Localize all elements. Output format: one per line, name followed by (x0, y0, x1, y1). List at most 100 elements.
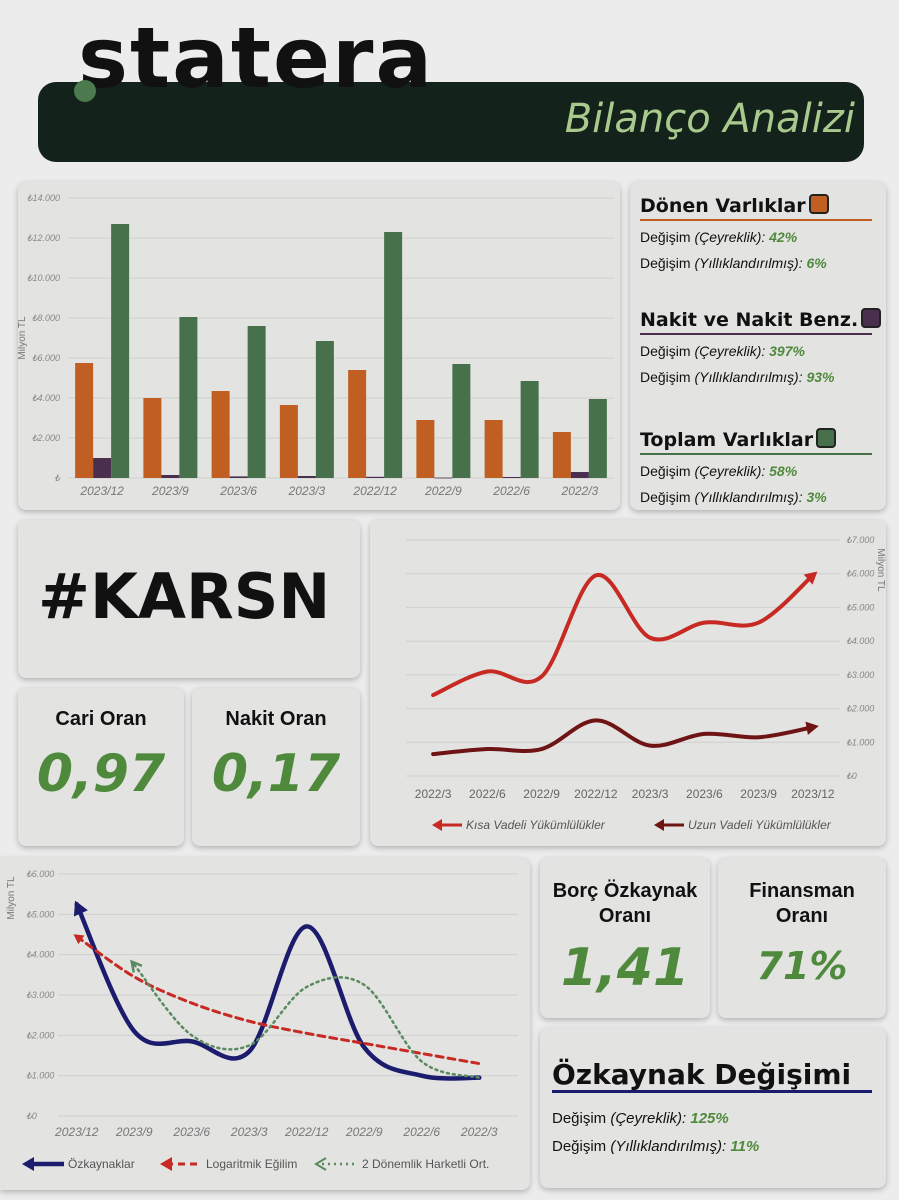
legend-label: Kısa Vadeli Yükümlülükler (466, 818, 606, 832)
ticker-symbol: #KARSN (38, 560, 331, 633)
equity-a-note: (Yıllıklandırılmış): (610, 1138, 727, 1155)
x-tick-label: 2023/12 (79, 484, 124, 498)
equity-change-underline (552, 1090, 872, 1093)
legend-arrow (22, 1157, 34, 1171)
legend-change-quarterly: Değişim (Çeyreklik): 397% (640, 343, 876, 359)
y-tick-label: ₺14.000 (27, 193, 60, 203)
change-note: (Yıllıklandırılmış): (694, 255, 807, 271)
change-label: Değişim (640, 463, 695, 479)
y-tick-label: ₺4.000 (32, 393, 60, 403)
bar (93, 458, 112, 478)
change-note: (Çeyreklik): (694, 463, 770, 479)
y-tick-label: ₺6.000 (32, 353, 60, 363)
x-tick-label: 2022/12 (352, 484, 397, 498)
change-label: Değişim (640, 369, 695, 385)
debt-equity-label-line2: Oranı (598, 905, 652, 927)
equity-a-label: Değişim (552, 1138, 607, 1155)
legend-item: Dönen Varlıklar Değişim (Çeyreklik): 42% D… (640, 194, 876, 271)
y-tick-label: ₺3.000 (846, 670, 874, 680)
bar (161, 475, 180, 478)
y-tick-label: ₺6.000 (846, 569, 874, 579)
x-tick-label: 2022/9 (523, 787, 560, 801)
legend-change-quarterly: Değişim (Çeyreklik): 42% (640, 229, 876, 245)
bar (570, 472, 589, 478)
y-tick-label: ₺4.000 (846, 636, 874, 646)
x-tick-label: 2023/9 (740, 787, 777, 801)
x-tick-label: 2023/3 (632, 787, 669, 801)
change-value: 397% (769, 343, 805, 359)
y-tick-label: ₺2.000 (26, 1030, 54, 1040)
change-value: 3% (806, 489, 827, 505)
x-tick-label: 2022/3 (460, 1125, 498, 1139)
financing-label-line1: Finansman (749, 880, 855, 902)
legend-swatch (816, 428, 837, 448)
x-tick-label: 2023/6 (172, 1125, 210, 1139)
y-tick-label: ₺6.000 (26, 869, 54, 879)
debt-equity-card: Borç Özkaynak Oranı 1,41 (540, 858, 710, 1018)
y-tick-label: ₺12.000 (27, 233, 60, 243)
bar (502, 477, 521, 478)
x-tick-label: 2022/6 (492, 484, 530, 498)
bar (384, 232, 403, 478)
y-tick-label: ₺1.000 (846, 737, 874, 747)
y-tick-label: ₺5.000 (26, 909, 54, 919)
page-title: Bilanço Analizi (564, 96, 855, 142)
y-tick-label: ₺ (54, 473, 61, 483)
bar (179, 317, 198, 478)
bar (416, 420, 435, 478)
equity-q-note: (Çeyreklik): (610, 1110, 687, 1127)
change-note: (Yıllıklandırılmış): (694, 369, 807, 385)
bar (247, 326, 266, 478)
change-label: Değişim (640, 255, 695, 271)
change-value: 6% (806, 255, 827, 271)
current-ratio-value: 0,97 (36, 744, 166, 804)
legend-item: Toplam Varlıklar Değişim (Çeyreklik): 58%… (640, 428, 876, 505)
cash-ratio-card: Nakit Oran 0,17 (192, 688, 360, 846)
legend-arrow (432, 819, 442, 831)
series-arrowhead (130, 959, 143, 973)
equity-chart-card: ₺0 ₺1.000 ₺2.000 ₺3.000 ₺4.000 ₺5.000 ₺6.000 Mi… (0, 858, 530, 1190)
y-tick-label: ₺0 (846, 771, 857, 781)
legend-arrow (314, 1157, 327, 1171)
debt-equity-value: 1,41 (560, 938, 690, 998)
series-line (133, 963, 481, 1079)
y-tick-label: ₺0 (26, 1111, 37, 1121)
bar (211, 391, 230, 478)
equity-a-value: 11% (730, 1138, 760, 1155)
y-tick-label: ₺4.000 (26, 950, 54, 960)
legend-item-title: Dönen Varlıklar (640, 194, 876, 217)
bar (484, 420, 503, 478)
current-ratio-label: Cari Oran (55, 708, 147, 730)
liabilities-chart-card: ₺0 ₺1.000 ₺2.000 ₺3.000 ₺4.000 ₺5.000 ₺6.000 ₺7… (370, 520, 886, 846)
brand-logo: statera (78, 9, 435, 107)
legend-change-annualized: Değişim (Yıllıklandırılmış): 6% (640, 255, 876, 271)
bar (552, 432, 571, 478)
equity-change-annualized: Değişim (Yıllıklandırılmış): 11% (552, 1138, 759, 1155)
y-tick-label: ₺1.000 (26, 1071, 54, 1081)
bar (111, 224, 130, 478)
x-tick-label: 2022/9 (345, 1125, 383, 1139)
legend-change-annualized: Değişim (Yıllıklandırılmış): 3% (640, 489, 876, 505)
x-tick-label: 2022/3 (415, 787, 452, 801)
x-tick-label: 2022/3 (561, 484, 599, 498)
y-tick-label: ₺10.000 (27, 273, 60, 283)
y-tick-label: ₺7.000 (846, 535, 874, 545)
cash-ratio-label: Nakit Oran (225, 708, 327, 730)
change-note: (Çeyreklik): (694, 229, 770, 245)
bar (297, 476, 316, 478)
bar (434, 477, 453, 479)
bar (315, 341, 334, 478)
brand-logo-dot (74, 80, 96, 102)
legend-swatch (808, 194, 829, 214)
equity-q-label: Değişim (552, 1110, 607, 1127)
assets-bar-chart: ₺ ₺2.000 ₺4.000 ₺6.000 ₺8.000 ₺10.000 ₺12.000 ₺… (17, 193, 614, 498)
change-label: Değişim (640, 489, 695, 505)
bar (366, 476, 385, 478)
x-tick-label: 2023/3 (288, 484, 326, 498)
x-tick-label: 2023/12 (54, 1125, 99, 1139)
change-label: Değişim (640, 343, 695, 359)
legend-label: Özkaynaklar (68, 1157, 135, 1171)
financing-value: 71% (756, 944, 848, 988)
legend-arrow (654, 819, 664, 831)
y-tick-label: ₺2.000 (32, 433, 60, 443)
